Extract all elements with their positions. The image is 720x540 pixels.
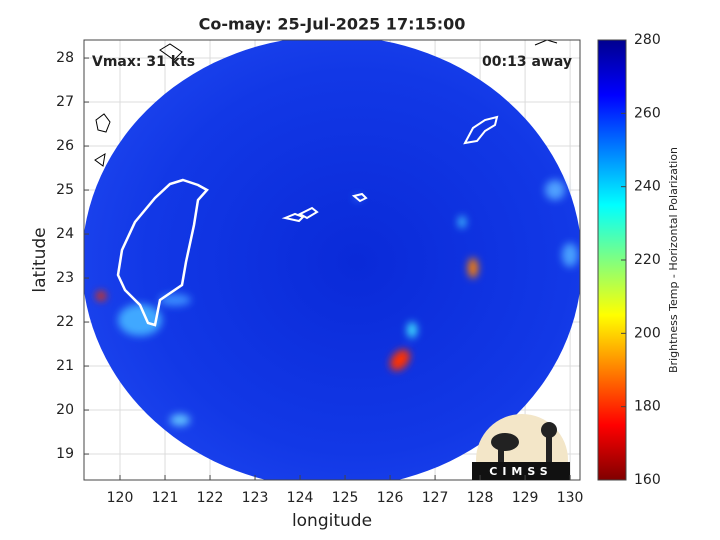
x-tick-label: 124 — [287, 490, 314, 506]
colorbar-tick-label: 280 — [634, 32, 661, 48]
logo: CIMSS — [472, 414, 570, 480]
annotation: 00:13 away — [482, 54, 572, 70]
annotation: Vmax: 31 kts — [92, 54, 195, 70]
colorbar-tick-label: 180 — [634, 399, 661, 415]
colorbar-tick-label: 240 — [634, 179, 661, 195]
x-tick-label: 125 — [332, 490, 359, 506]
colorbar-tick-label: 260 — [634, 105, 661, 121]
x-tick-label: 120 — [107, 490, 134, 506]
satellite-swath — [84, 40, 580, 480]
chart-title: Co-may: 25-Jul-2025 17:15:00 — [199, 15, 466, 34]
y-tick-label: 24 — [56, 226, 74, 242]
x-tick-label: 130 — [557, 490, 584, 506]
y-tick-label: 21 — [56, 358, 74, 374]
x-tick-label: 126 — [377, 490, 404, 506]
colorbar-tick-label: 220 — [634, 252, 661, 268]
plot-frame — [83, 39, 581, 481]
colorbar-tick-label: 160 — [634, 472, 661, 488]
y-tick-label: 28 — [56, 50, 74, 66]
x-axis-label: longitude — [292, 511, 372, 531]
y-tick-label: 22 — [56, 314, 74, 330]
logo-text: CIMSS — [489, 465, 552, 478]
y-tick-label: 27 — [56, 94, 74, 110]
y-tick-label: 23 — [56, 270, 74, 286]
x-tick-label: 122 — [197, 490, 224, 506]
x-tick-label: 123 — [242, 490, 269, 506]
x-tick-label: 129 — [512, 490, 539, 506]
y-tick-label: 20 — [56, 402, 74, 418]
y-axis-label: latitude — [30, 227, 50, 292]
y-tick-label: 25 — [56, 182, 74, 198]
y-tick-label: 26 — [56, 138, 74, 154]
colorbar-label: Brightness Temp - Horizontal Polarizatio… — [667, 147, 680, 373]
x-tick-label: 121 — [152, 490, 179, 506]
y-tick-label: 19 — [56, 446, 74, 462]
x-tick-label: 127 — [422, 490, 449, 506]
x-tick-label: 128 — [467, 490, 494, 506]
colorbar-tick-label: 200 — [634, 325, 661, 341]
